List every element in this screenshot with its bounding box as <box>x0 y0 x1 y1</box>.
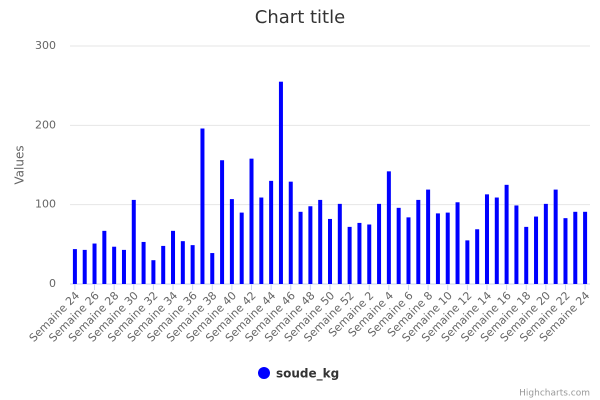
bar <box>328 218 332 284</box>
legend-item[interactable]: soude_kg <box>258 367 339 382</box>
bar <box>386 171 391 284</box>
y-tick-label: 200 <box>35 118 56 131</box>
bar <box>92 243 97 284</box>
bar <box>112 246 117 284</box>
bar <box>259 197 264 284</box>
bar <box>524 226 529 284</box>
bar <box>426 189 431 284</box>
legend-label: soude_kg <box>276 367 339 382</box>
y-tick-label: 0 <box>49 277 56 290</box>
bar <box>278 81 283 284</box>
bar <box>131 199 136 284</box>
bar <box>484 194 489 284</box>
bar <box>406 217 411 284</box>
bar <box>504 184 509 284</box>
bar <box>357 222 362 284</box>
bar <box>563 218 568 284</box>
y-tick-label: 300 <box>35 39 56 52</box>
bar <box>347 226 352 284</box>
bar <box>82 249 87 284</box>
bar <box>190 245 195 284</box>
bar <box>269 180 274 284</box>
bar <box>318 199 323 284</box>
bar <box>514 205 519 284</box>
bar <box>102 230 107 284</box>
bar <box>229 199 234 284</box>
bar <box>288 181 293 284</box>
bar <box>72 249 77 284</box>
bar <box>445 212 450 284</box>
bar <box>298 211 303 284</box>
bar <box>161 245 166 284</box>
bar <box>337 203 342 284</box>
bar <box>151 260 156 284</box>
bar <box>220 160 225 284</box>
bar <box>435 213 440 284</box>
bar <box>543 203 548 284</box>
bar <box>494 197 499 284</box>
bar <box>210 253 215 284</box>
credits[interactable]: Highcharts.com <box>519 389 590 399</box>
legend-symbol <box>258 367 270 379</box>
bar <box>396 207 401 284</box>
bar <box>583 211 588 284</box>
bar <box>367 224 372 284</box>
bar <box>121 249 126 284</box>
bar <box>200 128 205 284</box>
bar <box>475 229 480 284</box>
bar <box>534 216 539 284</box>
y-tick-label: 100 <box>35 198 56 211</box>
bar <box>239 212 244 284</box>
bar <box>553 189 558 284</box>
bar <box>249 158 254 284</box>
bar <box>377 203 382 284</box>
bar <box>308 206 313 284</box>
bar <box>573 211 578 284</box>
y-axis-title: Values <box>13 145 27 184</box>
bar <box>465 240 470 284</box>
bar <box>180 241 185 284</box>
bar <box>455 202 460 284</box>
bar <box>416 199 421 284</box>
bar <box>171 230 176 284</box>
bar <box>141 241 146 284</box>
chart-title: Chart title <box>255 7 345 28</box>
